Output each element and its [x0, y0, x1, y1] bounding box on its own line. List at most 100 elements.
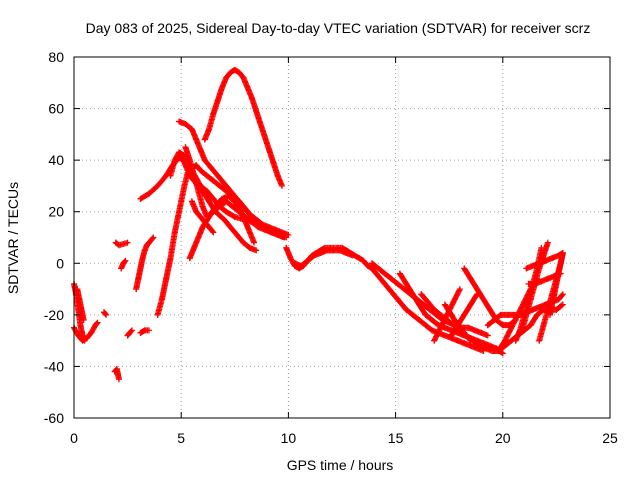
- data-point: [523, 311, 530, 318]
- data-point: [527, 322, 534, 329]
- data-point: [489, 347, 496, 354]
- data-point: [261, 133, 268, 140]
- data-point: [83, 335, 90, 342]
- data-point: [94, 319, 101, 326]
- data-point: [210, 195, 217, 202]
- series-arc-24: [431, 286, 463, 344]
- data-point: [174, 213, 181, 220]
- data-point: [512, 317, 519, 324]
- data-point: [540, 322, 547, 329]
- data-point: [540, 252, 547, 259]
- data-point: [229, 203, 236, 210]
- data-point: [429, 327, 436, 334]
- data-point: [544, 239, 551, 246]
- data-point: [133, 286, 140, 293]
- data-point: [137, 329, 144, 336]
- data-point: [448, 311, 455, 318]
- data-point: [527, 296, 534, 303]
- data-point: [78, 306, 85, 313]
- data-point: [227, 188, 234, 195]
- data-point: [231, 198, 238, 205]
- data-point: [482, 345, 489, 352]
- data-point: [394, 296, 401, 303]
- data-point: [364, 262, 371, 269]
- data-point: [369, 265, 376, 272]
- data-point: [403, 306, 410, 313]
- data-point: [182, 144, 189, 151]
- data-point: [221, 180, 228, 187]
- data-point: [112, 239, 119, 246]
- data-point: [197, 213, 204, 220]
- series-arc-27: [461, 265, 519, 329]
- data-point: [246, 244, 253, 251]
- data-point: [80, 317, 87, 324]
- data-point: [257, 121, 264, 128]
- data-point: [246, 211, 253, 218]
- y-tick-labels: -60 -40 -20 0 20 40 60 80: [44, 49, 64, 426]
- data-point: [141, 247, 148, 254]
- data-point: [349, 252, 356, 259]
- data-point: [178, 198, 185, 205]
- data-point: [124, 239, 131, 246]
- data-point: [113, 366, 120, 373]
- data-point: [529, 262, 536, 269]
- data-point: [103, 311, 110, 318]
- data-point: [231, 213, 238, 220]
- data-point: [323, 247, 330, 254]
- data-point: [167, 172, 174, 179]
- data-point: [441, 332, 448, 339]
- data-point: [467, 301, 474, 308]
- series-arc-07: [118, 257, 129, 272]
- data-point: [223, 208, 230, 215]
- data-point: [251, 239, 258, 246]
- data-point: [287, 255, 294, 262]
- data-point: [122, 257, 129, 264]
- data-point: [454, 322, 461, 329]
- y-tick-label: -20: [44, 307, 64, 323]
- data-point: [128, 327, 135, 334]
- data-point: [208, 164, 215, 171]
- data-point: [394, 280, 401, 287]
- series-arc-08: [124, 327, 135, 339]
- data-point: [88, 329, 95, 336]
- data-point: [504, 311, 511, 318]
- data-point: [471, 327, 478, 334]
- data-point: [197, 167, 204, 174]
- data-point: [182, 121, 189, 128]
- data-point: [390, 291, 397, 298]
- data-point: [330, 247, 337, 254]
- data-point: [501, 337, 508, 344]
- data-point: [525, 280, 532, 287]
- series-arc-14: [176, 118, 292, 238]
- series-arc-03: [74, 286, 87, 324]
- y-tick-label: -60: [44, 410, 64, 426]
- data-point: [553, 306, 560, 313]
- data-point: [506, 322, 513, 329]
- data-point: [369, 260, 376, 267]
- y-tick-label: 80: [48, 49, 64, 65]
- data-point: [409, 291, 416, 298]
- data-point: [454, 337, 461, 344]
- data-point: [195, 188, 202, 195]
- data-point: [536, 260, 543, 267]
- data-point: [531, 280, 538, 287]
- data-point: [448, 332, 455, 339]
- chart-title: Day 083 of 2025, Sidereal Day-to-day VTE…: [86, 20, 591, 36]
- data-point: [416, 317, 423, 324]
- data-point: [248, 95, 255, 102]
- data-point: [218, 84, 225, 91]
- data-point: [191, 172, 198, 179]
- data-point: [418, 291, 425, 298]
- data-point: [467, 337, 474, 344]
- data-point: [77, 322, 84, 329]
- data-point: [218, 195, 225, 202]
- series-arc-06: [112, 239, 131, 249]
- data-point: [544, 275, 551, 282]
- data-point: [304, 257, 311, 264]
- data-point: [536, 265, 543, 272]
- data-point: [154, 311, 161, 318]
- data-point: [461, 340, 468, 347]
- data-point: [519, 327, 526, 334]
- data-point: [274, 172, 281, 179]
- data-point: [317, 249, 324, 256]
